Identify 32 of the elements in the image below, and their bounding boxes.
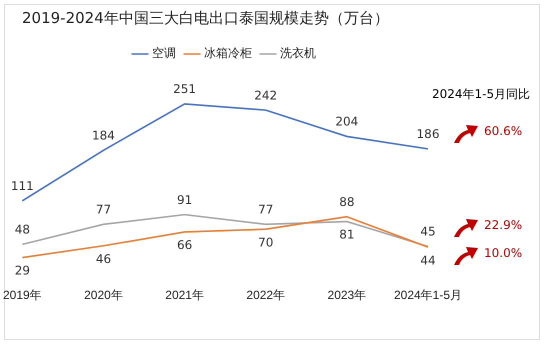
x-tick-label: 2020年: [84, 288, 123, 302]
text: 2024年1-5月同比: [432, 86, 530, 103]
x-tick-label: 2021年: [165, 288, 204, 302]
text: 10.0%: [484, 246, 522, 260]
data-label: 81: [339, 228, 355, 242]
x-tick-label: 2022年: [246, 288, 286, 302]
data-label: 91: [176, 192, 192, 207]
legend-label: 空调: [152, 46, 176, 60]
data-label: 251: [173, 82, 196, 96]
chart-title: 2019-2024年中国三大白电出口泰国规模走势（万台）: [22, 8, 389, 27]
legend-label: 冰箱冷柜: [204, 46, 252, 60]
text: 22.9%: [484, 218, 522, 232]
data-label: 111: [10, 178, 34, 193]
data-label: 45: [420, 224, 436, 239]
data-label: 70: [258, 235, 274, 250]
x-tick-label: 2024年1-5月: [394, 288, 462, 302]
data-label: 44: [420, 253, 436, 268]
data-label: 242: [254, 88, 278, 102]
data-label: 66: [176, 238, 192, 252]
legend-label: 洗衣机: [280, 46, 316, 60]
data-label: 29: [14, 264, 30, 278]
data-label: 88: [339, 194, 355, 209]
data-label: 46: [96, 252, 112, 266]
data-label: 204: [335, 114, 358, 129]
data-label: 184: [92, 128, 115, 142]
text: 60.6%: [484, 124, 522, 138]
x-tick-label: 2023年: [328, 288, 366, 302]
data-label: 77: [258, 202, 274, 216]
x-tick-label: 2019年: [2, 288, 42, 302]
data-label: 186: [416, 127, 440, 142]
data-label: 77: [96, 202, 112, 216]
data-label: 48: [14, 222, 30, 237]
